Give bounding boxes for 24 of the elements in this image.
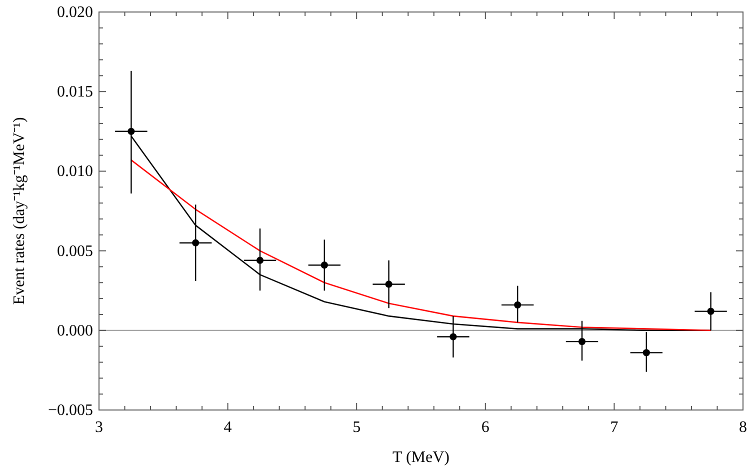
- x-tick-label: 5: [352, 419, 361, 436]
- x-tick-label: 8: [739, 419, 747, 436]
- y-tick-label: 0.000: [57, 322, 93, 340]
- y-tick-label: 0.005: [57, 242, 93, 260]
- point: [128, 128, 135, 135]
- point: [320, 262, 328, 269]
- point: [192, 239, 200, 246]
- point: [707, 308, 714, 315]
- point: [642, 349, 650, 356]
- x-tick-label: 6: [481, 419, 490, 436]
- x-axis-title: T (MeV): [392, 449, 450, 466]
- y-axis-title: Event rates (day⁻¹kg⁻¹MeV⁻¹): [11, 117, 28, 305]
- point: [385, 280, 392, 288]
- y-tick-label: 0.015: [57, 84, 93, 101]
- y-tick-label: 0.010: [57, 163, 93, 180]
- point: [450, 333, 457, 340]
- x-tick-label: 4: [224, 419, 232, 436]
- y-tick-label: 0.020: [57, 4, 93, 21]
- x-tick-label: 3: [95, 419, 103, 436]
- point: [256, 256, 264, 264]
- x-tick-label: 7: [610, 419, 618, 436]
- point: [514, 301, 522, 308]
- y-tick-label: −0.005: [48, 402, 93, 419]
- point: [578, 338, 586, 346]
